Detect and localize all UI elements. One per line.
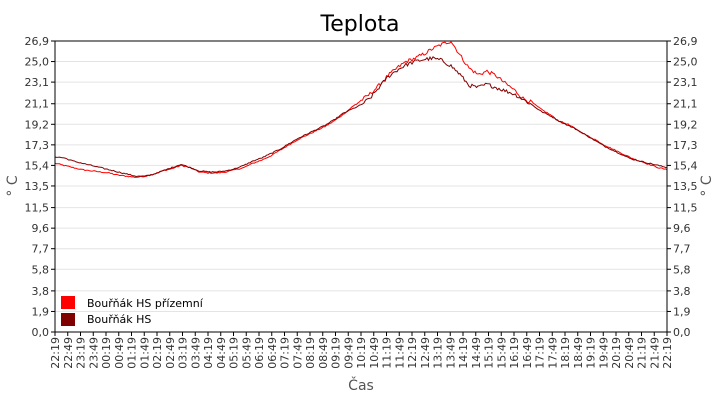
x-tick-label: 23:19 xyxy=(75,337,88,369)
x-tick-label: 00:49 xyxy=(113,337,126,369)
y-tick-label: 1,9 xyxy=(673,305,691,318)
x-axis-label: Čas xyxy=(348,376,374,394)
series-group xyxy=(54,41,668,178)
x-tick-label: 09:19 xyxy=(330,337,343,369)
y-tick-label: 9,6 xyxy=(673,222,691,235)
y-tick-label: 0,0 xyxy=(673,326,691,339)
x-tick-label: 08:49 xyxy=(317,337,330,369)
y-tick-label: 5,8 xyxy=(673,263,691,276)
plot-frame xyxy=(54,40,668,333)
y-tick-label: 13,5 xyxy=(25,180,50,193)
y-tick-label: 3,8 xyxy=(673,285,691,298)
x-tick-label: 18:49 xyxy=(572,337,585,369)
x-tick-label: 07:49 xyxy=(291,337,304,369)
x-tick-label: 17:49 xyxy=(546,337,559,369)
x-tick-label: 09:49 xyxy=(342,337,355,369)
x-tick-label: 14:49 xyxy=(470,337,483,369)
x-axis: 22:19 22:49 23:19 23:49 00:19 00:49 01:19 01:49… xyxy=(49,332,674,369)
y-tick-label: 5,8 xyxy=(32,263,50,276)
x-tick-label: 04:49 xyxy=(215,337,228,369)
y-tick-label: 26,9 xyxy=(673,35,698,48)
legend-label-secondary: Bouřňák HS xyxy=(87,313,151,326)
x-tick-label: 05:49 xyxy=(240,337,253,369)
y-tick-label: 19,2 xyxy=(25,118,50,131)
y-axis-right: 0,0 1,9 3,8 5,8 7,7 9,6 11,5 13,5 15,4 17,3 19,2 21… xyxy=(667,35,698,339)
x-tick-label: 18:19 xyxy=(559,337,572,369)
x-tick-label: 10:19 xyxy=(355,337,368,369)
y-tick-label: 15,4 xyxy=(673,159,698,172)
x-tick-label: 23:49 xyxy=(87,337,100,369)
x-tick-label: 15:49 xyxy=(495,337,508,369)
x-tick-label: 14:19 xyxy=(457,337,470,369)
y-tick-label: 26,9 xyxy=(25,35,50,48)
y-tick-label: 19,2 xyxy=(673,118,698,131)
x-tick-label: 20:19 xyxy=(610,337,623,369)
x-tick-label: 12:19 xyxy=(406,337,419,369)
x-tick-label: 13:49 xyxy=(444,337,457,369)
legend-swatch-secondary xyxy=(61,313,75,326)
y-tick-label: 25,0 xyxy=(673,56,698,69)
y-tick-label: 1,9 xyxy=(32,305,50,318)
y-tick-label: 7,7 xyxy=(32,243,50,256)
y-tick-label: 13,5 xyxy=(673,180,698,193)
chart-title: Teplota xyxy=(320,12,400,37)
x-tick-label: 06:49 xyxy=(266,337,279,369)
y-tick-label: 21,1 xyxy=(25,98,50,111)
x-tick-label: 03:19 xyxy=(177,337,190,369)
x-tick-label: 13:19 xyxy=(432,337,445,369)
x-tick-label: 19:49 xyxy=(597,337,610,369)
x-tick-label: 00:19 xyxy=(100,337,113,369)
x-tick-label: 17:19 xyxy=(534,337,547,369)
x-tick-label: 15:19 xyxy=(483,337,496,369)
x-tick-label: 01:49 xyxy=(138,337,151,369)
y-tick-label: 3,8 xyxy=(32,285,50,298)
legend: Bouřňák HS přízemní Bouřňák HS xyxy=(61,296,204,326)
x-tick-label: 16:49 xyxy=(521,337,534,369)
y-tick-label: 25,0 xyxy=(25,56,50,69)
x-tick-label: 07:19 xyxy=(279,337,292,369)
y-axis-label-right: ° C xyxy=(699,175,715,196)
x-tick-label: 02:49 xyxy=(164,337,177,369)
y-tick-label: 21,1 xyxy=(673,98,698,111)
y-tick-label: 9,6 xyxy=(32,222,50,235)
y-tick-label: 7,7 xyxy=(673,243,691,256)
x-tick-label: 05:19 xyxy=(228,337,241,369)
x-tick-label: 08:19 xyxy=(304,337,317,369)
x-tick-label: 11:19 xyxy=(381,337,394,369)
series-line-1 xyxy=(54,56,668,178)
series-line-0 xyxy=(54,41,668,178)
y-axis-left: 0,0 1,9 3,8 5,8 7,7 9,6 11,5 13,5 15,4 17,3 19,2 21… xyxy=(25,35,55,339)
x-tick-label: 06:19 xyxy=(253,337,266,369)
x-tick-label: 22:19 xyxy=(661,337,674,369)
grid xyxy=(55,61,667,312)
y-tick-label: 11,5 xyxy=(25,202,50,215)
y-tick-label: 0,0 xyxy=(32,326,50,339)
x-tick-label: 04:19 xyxy=(202,337,215,369)
y-tick-label: 23,1 xyxy=(25,76,50,89)
x-tick-label: 12:49 xyxy=(419,337,432,369)
x-tick-label: 11:49 xyxy=(393,337,406,369)
y-tick-label: 17,3 xyxy=(673,139,698,152)
x-tick-label: 01:19 xyxy=(126,337,139,369)
legend-swatch-primary xyxy=(61,296,75,309)
y-tick-label: 17,3 xyxy=(25,139,50,152)
x-tick-label: 19:19 xyxy=(585,337,598,369)
x-tick-label: 10:49 xyxy=(368,337,381,369)
x-tick-label: 21:49 xyxy=(648,337,661,369)
legend-label-primary: Bouřňák HS přízemní xyxy=(87,297,204,310)
x-tick-label: 22:49 xyxy=(62,337,75,369)
y-tick-label: 15,4 xyxy=(25,159,50,172)
y-axis-label-left: ° C xyxy=(5,175,21,196)
x-tick-label: 03:49 xyxy=(189,337,202,369)
x-tick-label: 02:19 xyxy=(151,337,164,369)
x-tick-label: 20:49 xyxy=(623,337,636,369)
x-tick-label: 22:19 xyxy=(49,337,62,369)
x-tick-label: 21:19 xyxy=(636,337,649,369)
x-tick-label: 16:19 xyxy=(508,337,521,369)
y-tick-label: 11,5 xyxy=(673,202,698,215)
y-tick-label: 23,1 xyxy=(673,76,698,89)
